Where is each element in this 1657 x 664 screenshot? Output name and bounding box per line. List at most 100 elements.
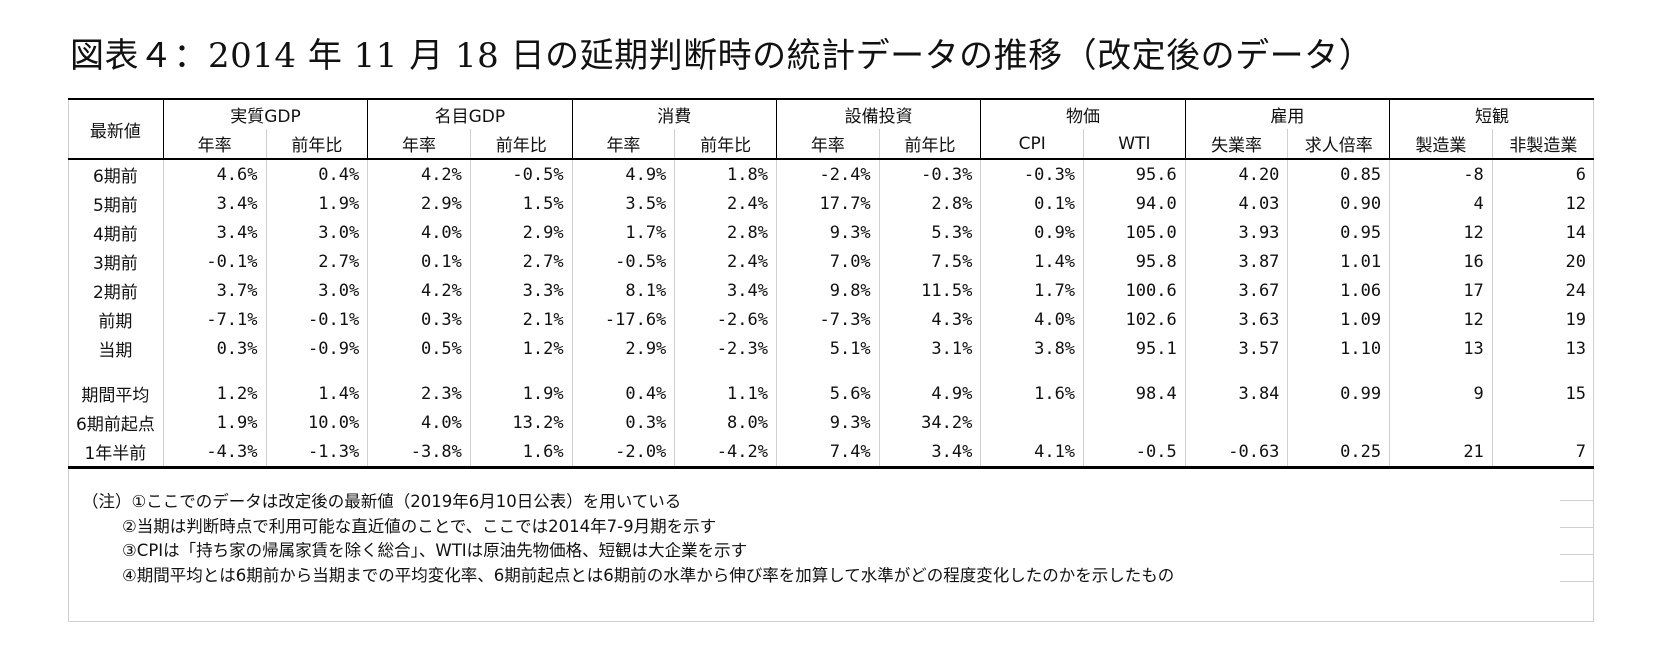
table-cell: -4.2% bbox=[674, 437, 777, 469]
table-cell: 24 bbox=[1491, 276, 1594, 305]
column-header: CPI bbox=[980, 129, 1084, 160]
table-cell: -0.1% bbox=[162, 247, 267, 276]
row-label: 当期 bbox=[98, 341, 133, 361]
table-cell: 3.4% bbox=[674, 276, 777, 305]
table-cell: 9 bbox=[1389, 379, 1493, 408]
table-cell: -0.5 bbox=[1083, 437, 1186, 469]
table-cell: 9.3% bbox=[775, 408, 880, 437]
table-cell: 3.93 bbox=[1184, 218, 1288, 247]
table-cell: 1.9% bbox=[265, 189, 368, 218]
table-cell: 4.1% bbox=[980, 437, 1084, 469]
table-cell: 0.1% bbox=[367, 247, 471, 276]
table-cell: 0.3% bbox=[571, 408, 675, 437]
table-cell: 1.1% bbox=[674, 379, 777, 408]
table-cell: 2.7% bbox=[265, 247, 368, 276]
table-cell: 2.7% bbox=[469, 247, 573, 276]
group-header: 物価 bbox=[980, 98, 1186, 129]
row-label: 4期前 bbox=[92, 225, 138, 245]
table-cell: 0.99 bbox=[1287, 379, 1390, 408]
table-cell: 0.4% bbox=[265, 159, 368, 189]
table-cell: 7.0% bbox=[775, 247, 880, 276]
table-row: 3期前 -0.1% 2.7% 0.1% 2.7% -0.5% 2.4% 7.0% 7.5% 1.4… bbox=[68, 247, 1594, 276]
group-header: 実質GDP bbox=[162, 98, 368, 129]
table-cell: 19 bbox=[1491, 305, 1594, 334]
table-cell: 4.0% bbox=[367, 218, 471, 247]
table-cell: -0.5% bbox=[469, 159, 573, 189]
table-cell bbox=[1184, 408, 1288, 437]
table-cell: 3.84 bbox=[1184, 379, 1288, 408]
table-cell: 3.57 bbox=[1184, 334, 1288, 363]
table-cell: 17.7% bbox=[775, 189, 880, 218]
table-cell: 9.8% bbox=[775, 276, 880, 305]
table-cell: 0.3% bbox=[367, 305, 471, 334]
table-cell: 15 bbox=[1491, 379, 1594, 408]
spacer-row bbox=[68, 363, 1594, 379]
table-cell: 3.63 bbox=[1184, 305, 1288, 334]
notes: （注）①ここでのデータは改定後の最新値（2019年6月10日公表）を用いている ②… bbox=[82, 490, 1174, 588]
table-row: 2期前 3.7% 3.0% 4.2% 3.3% 8.1% 3.4% 9.8% 11.5% 1.7%… bbox=[68, 276, 1594, 305]
table-cell: -0.9% bbox=[265, 334, 368, 363]
table-cell: 1.9% bbox=[469, 379, 573, 408]
table-cell: 2.8% bbox=[674, 218, 777, 247]
table-cell: 5.1% bbox=[775, 334, 880, 363]
row-label: 6期前起点 bbox=[76, 415, 155, 435]
table-cell: -0.63 bbox=[1184, 437, 1288, 469]
table-cell: 4.6% bbox=[162, 159, 267, 189]
table-cell: 1.6% bbox=[980, 379, 1084, 408]
table-cell: 1.4% bbox=[265, 379, 368, 408]
group-header: 雇用 bbox=[1184, 98, 1390, 129]
table-cell: 0.1% bbox=[980, 189, 1084, 218]
statistics-table: 最新値 実質GDP 名目GDP 消費 設備投資 物価 雇用 短観 年率 前年比 年率 前年比 年率前… bbox=[68, 98, 1594, 469]
table-cell: 7.5% bbox=[878, 247, 981, 276]
table-cell: -8 bbox=[1389, 159, 1493, 189]
table-cell: 1.01 bbox=[1287, 247, 1390, 276]
table-cell bbox=[980, 408, 1084, 437]
table-row: 前期 -7.1% -0.1% 0.3% 2.1% -17.6% -2.6% -7.3% 4.3%… bbox=[68, 305, 1594, 334]
table-cell: 2.9% bbox=[367, 189, 471, 218]
table-cell: 1.2% bbox=[162, 379, 267, 408]
table-cell: 1.10 bbox=[1287, 334, 1390, 363]
table-cell: 1.09 bbox=[1287, 305, 1390, 334]
table-cell: 4.03 bbox=[1184, 189, 1288, 218]
table-cell: 3.87 bbox=[1184, 247, 1288, 276]
table-cell: 3.4% bbox=[162, 189, 267, 218]
column-header: 求人倍率 bbox=[1287, 129, 1390, 160]
table-row: 当期 0.3% -0.9% 0.5% 1.2% 2.9% -2.3% 5.1% 3.1% 3.8%… bbox=[68, 334, 1594, 363]
table-cell: 4.2% bbox=[367, 159, 471, 189]
column-header: 前年比 bbox=[878, 129, 981, 160]
table-cell: 1.2% bbox=[469, 334, 573, 363]
table-cell: 3.67 bbox=[1184, 276, 1288, 305]
table-cell: 3.5% bbox=[571, 189, 675, 218]
note-line: ④期間平均とは6期前から当期までの平均変化率、6期前起点とは6期前の水準から伸び… bbox=[122, 565, 1175, 585]
table-cell: 1.8% bbox=[674, 159, 777, 189]
table-cell: -2.6% bbox=[674, 305, 777, 334]
right-margin-guides bbox=[1560, 500, 1594, 608]
table-cell: 100.6 bbox=[1083, 276, 1186, 305]
table-cell: 1.06 bbox=[1287, 276, 1390, 305]
table-cell: 4.3% bbox=[878, 305, 981, 334]
table-cell: 1.7% bbox=[571, 218, 675, 247]
table-cell: 95.8 bbox=[1083, 247, 1186, 276]
table-cell: 20 bbox=[1491, 247, 1594, 276]
table-cell: 3.8% bbox=[980, 334, 1084, 363]
table-cell: 2.3% bbox=[367, 379, 471, 408]
row-label: 5期前 bbox=[92, 196, 138, 216]
table-cell: -0.1% bbox=[265, 305, 368, 334]
table-row: 5期前 3.4% 1.9% 2.9% 1.5% 3.5% 2.4% 17.7% 2.8% 0.1%… bbox=[68, 189, 1594, 218]
table-cell: 4.9% bbox=[878, 379, 981, 408]
table-cell: -2.4% bbox=[775, 159, 880, 189]
table-cell bbox=[1491, 408, 1594, 437]
table-cell: 8.0% bbox=[674, 408, 777, 437]
column-header: 前年比 bbox=[469, 129, 573, 160]
table-row: 4期前 3.4% 3.0% 4.0% 2.9% 1.7% 2.8% 9.3% 5.3% 0.9% 1… bbox=[68, 218, 1594, 247]
table-cell: 6 bbox=[1491, 159, 1594, 189]
table-cell: 4 bbox=[1389, 189, 1493, 218]
table-cell: 14 bbox=[1491, 218, 1594, 247]
table-cell: 0.25 bbox=[1287, 437, 1390, 469]
table-cell: 1.7% bbox=[980, 276, 1084, 305]
page-title: 図表４：2014 年 11 月 18 日の延期判断時の統計データの推移（改定後の… bbox=[70, 36, 1374, 76]
column-header: 失業率 bbox=[1184, 129, 1288, 160]
table-cell: 2.9% bbox=[469, 218, 573, 247]
table-row: 6期前起点 1.9% 10.0% 4.0% 13.2% 0.3% 8.0% 9.3% 34.2% bbox=[68, 408, 1594, 437]
table-cell: 16 bbox=[1389, 247, 1493, 276]
